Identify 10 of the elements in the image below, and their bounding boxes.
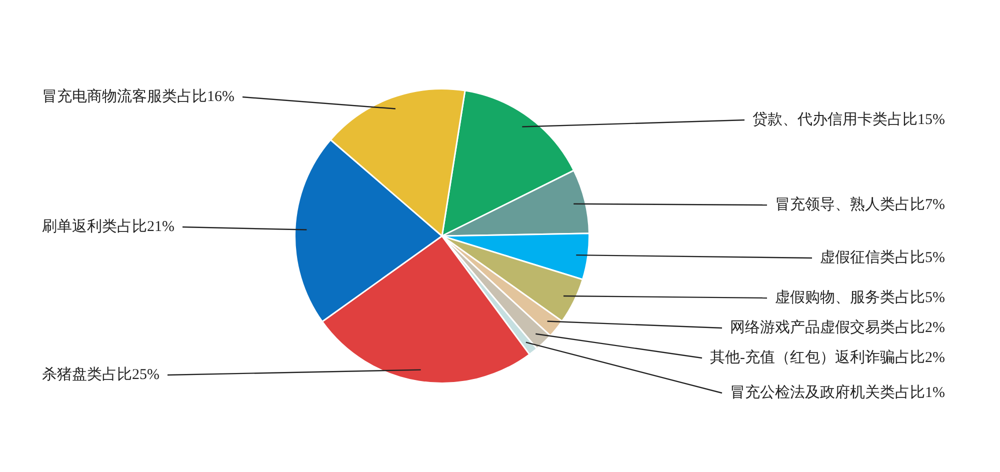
slice-label: 其他-充值（红包）返利诈骗占比2%: [710, 348, 946, 366]
slice-label: 冒充电商物流客服类占比16%: [42, 88, 234, 105]
slice-label: 虚假购物、服务类占比5%: [775, 288, 946, 306]
slice-label: 贷款、代办信用卡类占比15%: [752, 110, 946, 128]
slice-label: 冒充领导、熟人类占比7%: [775, 196, 946, 213]
slice-label: 虚假征信类占比5%: [820, 248, 946, 266]
slice-label: 刷单返利类占比21%: [42, 218, 174, 235]
slice-label: 网络游戏产品虚假交易类占比2%: [730, 318, 946, 336]
slice-label: 冒充公检法及政府机关类占比1%: [730, 384, 946, 401]
slice-label: 杀猪盘类占比25%: [42, 366, 160, 383]
